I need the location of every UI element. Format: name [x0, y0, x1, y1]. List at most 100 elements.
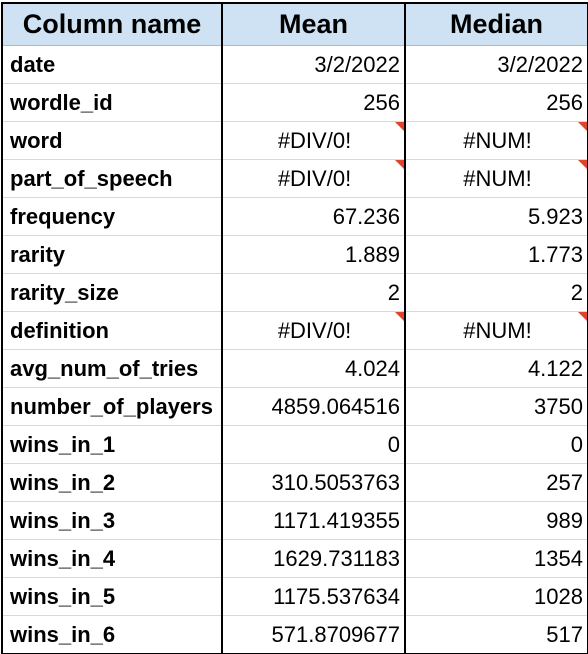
- cell-column-name[interactable]: wins_in_2: [1, 463, 223, 502]
- cell-median[interactable]: 1.773: [405, 235, 588, 274]
- cell-median-value: 256: [546, 89, 583, 115]
- table-row: rarity 1.889 1.773: [1, 235, 588, 274]
- table-row: wins_in_1 0 0: [1, 425, 588, 464]
- cell-column-name[interactable]: avg_num_of_tries: [1, 349, 223, 388]
- table-row: number_of_players 4859.064516 3750: [1, 387, 588, 426]
- header-row: Column name Mean Median: [1, 2, 588, 46]
- cell-mean-value: 1629.731183: [273, 545, 400, 571]
- cell-mean-value: 0: [387, 431, 400, 457]
- cell-mean[interactable]: 4859.064516: [222, 387, 406, 426]
- table-body: date 3/2/2022 3/2/2022 wordle_id 256 256 word #…: [1, 45, 588, 654]
- cell-median[interactable]: #NUM!: [405, 121, 588, 160]
- cell-column-name[interactable]: definition: [1, 311, 223, 350]
- cell-mean[interactable]: 1.889: [222, 235, 406, 274]
- cell-column-name[interactable]: wordle_id: [1, 83, 223, 122]
- cell-median-value: 5.923: [527, 203, 583, 229]
- table-row: avg_num_of_tries 4.024 4.122: [1, 349, 588, 388]
- cell-column-name[interactable]: date: [1, 45, 223, 84]
- cell-median-value: 1028: [534, 583, 583, 609]
- error-comment-flag-icon[interactable]: [395, 312, 403, 321]
- cell-column-name[interactable]: frequency: [1, 197, 223, 236]
- cell-mean[interactable]: 1175.537634: [222, 577, 406, 616]
- table-row: wordle_id 256 256: [1, 83, 588, 122]
- table-row: wins_in_5 1175.537634 1028: [1, 577, 588, 616]
- cell-median[interactable]: #NUM!: [405, 311, 588, 350]
- cell-mean[interactable]: 3/2/2022: [222, 45, 406, 84]
- error-comment-flag-icon[interactable]: [395, 160, 403, 169]
- cell-median[interactable]: 256: [405, 83, 588, 122]
- cell-mean[interactable]: 310.5053763: [222, 463, 406, 502]
- cell-median-value: 3/2/2022: [497, 51, 583, 77]
- cell-median[interactable]: 257: [405, 463, 588, 502]
- table-row: wins_in_3 1171.419355 989: [1, 501, 588, 540]
- cell-mean[interactable]: 571.8709677: [222, 615, 406, 654]
- cell-mean[interactable]: 67.236: [222, 197, 406, 236]
- cell-mean[interactable]: 1171.419355: [222, 501, 406, 540]
- cell-median[interactable]: 1028: [405, 577, 588, 616]
- table-row: rarity_size 2 2: [1, 273, 588, 312]
- cell-median-value: 517: [546, 621, 583, 647]
- error-comment-flag-icon[interactable]: [578, 312, 586, 321]
- cell-median-value: #NUM!: [463, 127, 532, 153]
- cell-mean-value: 3/2/2022: [314, 51, 400, 77]
- table-row: part_of_speech #DIV/0! #NUM!: [1, 159, 588, 198]
- cell-column-name[interactable]: wins_in_3: [1, 501, 223, 540]
- table-row: wins_in_4 1629.731183 1354: [1, 539, 588, 578]
- cell-median[interactable]: 3/2/2022: [405, 45, 588, 84]
- cell-column-name[interactable]: wins_in_4: [1, 539, 223, 578]
- cell-column-name[interactable]: rarity: [1, 235, 223, 274]
- cell-median-value: 2: [570, 279, 583, 305]
- cell-median[interactable]: 2: [405, 273, 588, 312]
- header-column-name[interactable]: Column name: [1, 2, 223, 46]
- cell-median[interactable]: 4.122: [405, 349, 588, 388]
- cell-mean[interactable]: 1629.731183: [222, 539, 406, 578]
- cell-median[interactable]: 0: [405, 425, 588, 464]
- cell-mean[interactable]: 4.024: [222, 349, 406, 388]
- cell-column-name[interactable]: wins_in_1: [1, 425, 223, 464]
- cell-mean-value: 4.024: [344, 355, 400, 381]
- cell-mean[interactable]: #DIV/0!: [222, 311, 406, 350]
- cell-mean-value: 256: [363, 89, 400, 115]
- cell-median[interactable]: 989: [405, 501, 588, 540]
- cell-mean-value: #DIV/0!: [277, 165, 352, 191]
- cell-mean[interactable]: #DIV/0!: [222, 121, 406, 160]
- cell-median-value: 257: [546, 469, 583, 495]
- table-row: date 3/2/2022 3/2/2022: [1, 45, 588, 84]
- cell-mean-value: 310.5053763: [271, 469, 400, 495]
- cell-mean-value: #DIV/0!: [277, 317, 352, 343]
- header-median[interactable]: Median: [404, 2, 588, 46]
- cell-median[interactable]: 517: [405, 615, 588, 654]
- cell-column-name[interactable]: wins_in_6: [1, 615, 223, 654]
- cell-median-value: 0: [570, 431, 583, 457]
- error-comment-flag-icon[interactable]: [395, 122, 403, 131]
- cell-column-name[interactable]: number_of_players: [1, 387, 223, 426]
- cell-column-name[interactable]: wins_in_5: [1, 577, 223, 616]
- cell-median-value: 1.773: [527, 241, 583, 267]
- error-comment-flag-icon[interactable]: [578, 122, 586, 131]
- cell-median[interactable]: 5.923: [405, 197, 588, 236]
- cell-median-value: 989: [546, 507, 583, 533]
- cell-column-name[interactable]: part_of_speech: [1, 159, 223, 198]
- table-row: wins_in_2 310.5053763 257: [1, 463, 588, 502]
- cell-mean[interactable]: #DIV/0!: [222, 159, 406, 198]
- cell-mean[interactable]: 2: [222, 273, 406, 312]
- cell-mean-value: 4859.064516: [271, 393, 400, 419]
- cell-column-name[interactable]: word: [1, 121, 223, 160]
- table-row: definition #DIV/0! #NUM!: [1, 311, 588, 350]
- cell-mean-value: 67.236: [332, 203, 400, 229]
- cell-median-value: 4.122: [527, 355, 583, 381]
- header-mean[interactable]: Mean: [221, 2, 406, 46]
- error-comment-flag-icon[interactable]: [578, 160, 586, 169]
- cell-median-value: #NUM!: [463, 165, 532, 191]
- cell-column-name[interactable]: rarity_size: [1, 273, 223, 312]
- cell-median[interactable]: #NUM!: [405, 159, 588, 198]
- cell-median[interactable]: 3750: [405, 387, 588, 426]
- cell-mean-value: #DIV/0!: [277, 127, 352, 153]
- cell-mean[interactable]: 256: [222, 83, 406, 122]
- cell-median[interactable]: 1354: [405, 539, 588, 578]
- cell-mean-value: 1.889: [344, 241, 400, 267]
- cell-mean[interactable]: 0: [222, 425, 406, 464]
- table-row: frequency 67.236 5.923: [1, 197, 588, 236]
